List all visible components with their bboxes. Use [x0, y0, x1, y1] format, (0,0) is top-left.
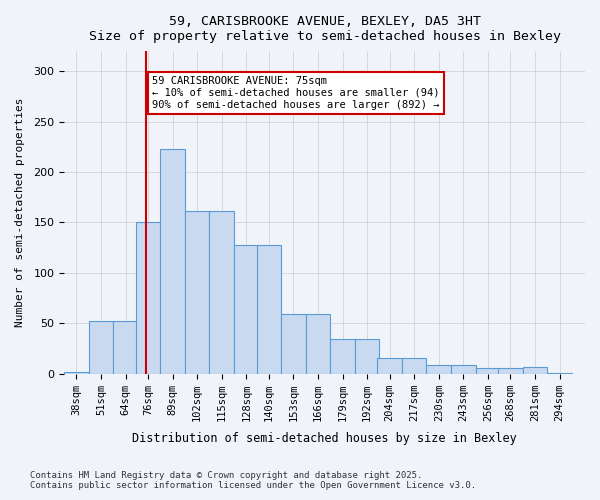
Bar	[306, 314, 330, 374]
Text: Contains HM Land Registry data © Crown copyright and database right 2025.
Contai: Contains HM Land Registry data © Crown c…	[30, 470, 476, 490]
Bar	[113, 322, 138, 374]
Bar	[498, 368, 523, 374]
Bar	[209, 212, 234, 374]
Bar	[160, 149, 185, 374]
Bar	[185, 212, 209, 374]
Bar	[547, 372, 572, 374]
Bar	[402, 358, 427, 374]
Bar	[136, 222, 160, 374]
Y-axis label: Number of semi-detached properties: Number of semi-detached properties	[15, 98, 25, 327]
Bar	[377, 358, 402, 374]
Bar	[257, 244, 281, 374]
Title: 59, CARISBROOKE AVENUE, BEXLEY, DA5 3HT
Size of property relative to semi-detach: 59, CARISBROOKE AVENUE, BEXLEY, DA5 3HT …	[89, 15, 560, 43]
Bar	[451, 364, 476, 374]
Bar	[523, 366, 547, 374]
Bar	[476, 368, 500, 374]
Bar	[281, 314, 306, 374]
Bar	[64, 372, 89, 374]
Bar	[427, 364, 451, 374]
Text: 59 CARISBROOKE AVENUE: 75sqm
← 10% of semi-detached houses are smaller (94)
90% : 59 CARISBROOKE AVENUE: 75sqm ← 10% of se…	[152, 76, 439, 110]
Bar	[234, 244, 259, 374]
Bar	[89, 322, 113, 374]
Bar	[355, 340, 379, 374]
Bar	[330, 340, 355, 374]
X-axis label: Distribution of semi-detached houses by size in Bexley: Distribution of semi-detached houses by …	[132, 432, 517, 445]
